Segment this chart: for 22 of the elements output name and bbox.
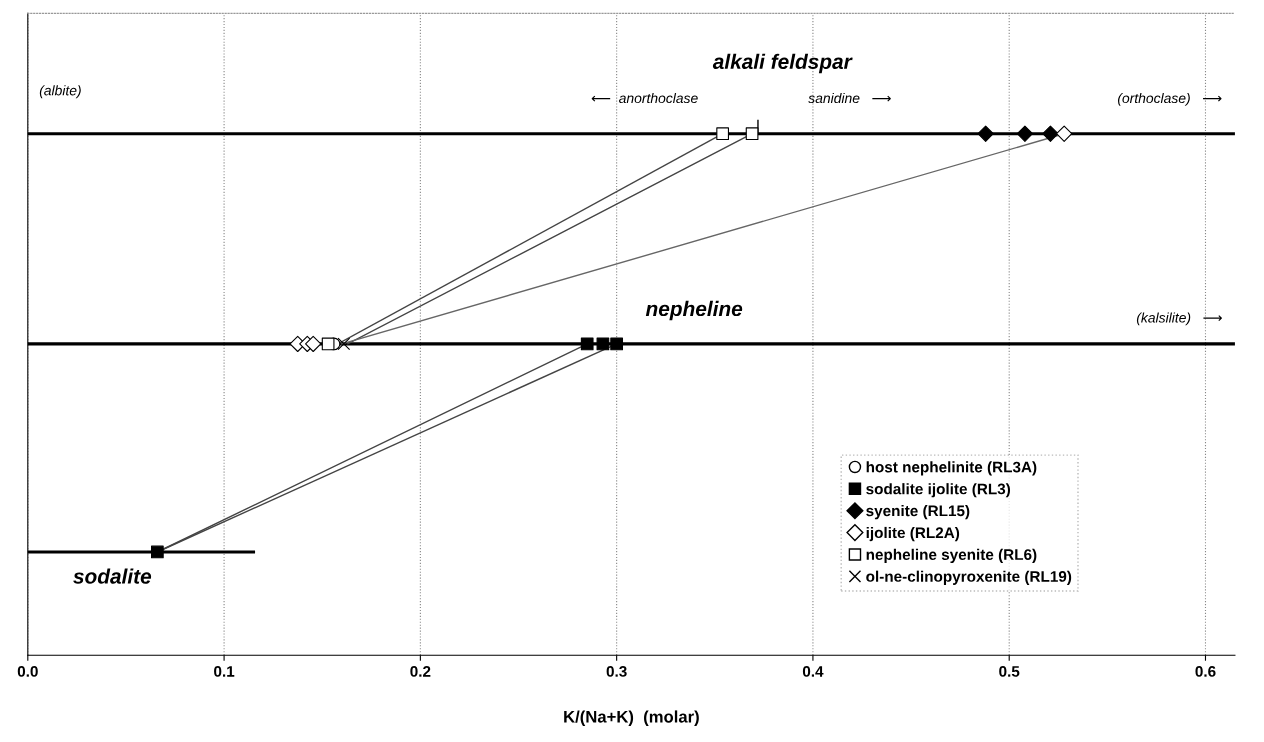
x-tick-label: 0.2 [410,666,431,677]
x-tick-label: 0.5 [999,666,1020,677]
annotation: nepheline [645,300,743,321]
legend-label: sodalite ijolite (RL3) [866,483,1011,498]
annotation: sodalite [73,568,152,584]
x-tick-label: 0.1 [214,666,235,677]
text: ⟵ anorthoclase [591,92,698,104]
text: (albite) [39,85,81,99]
legend-label: host nephelinite (RL3A) [866,461,1037,476]
text: alkali feldspar [712,53,853,74]
legend-label: ol-ne-clinopyroxenite (RL19) [866,570,1072,585]
x-tick-label: 0.3 [606,666,627,677]
text: sanidine ⟶ [808,92,891,104]
x-axis-title: K/(Na+K) (molar) [564,710,699,726]
x-tick-label: 0.0 [17,666,38,677]
legend-label: nepheline syenite (RL6) [866,548,1037,564]
annotation: (kalsilite) ⟶ [1136,312,1222,326]
legend-label: syenite (RL15) [866,505,970,520]
x-tick-label: 0.6 [1195,666,1216,677]
legend-label: ijolite (RL2A) [866,526,960,542]
text: (orthoclase) ⟶ [1117,92,1222,106]
x-tick-label: 0.4 [802,666,824,677]
